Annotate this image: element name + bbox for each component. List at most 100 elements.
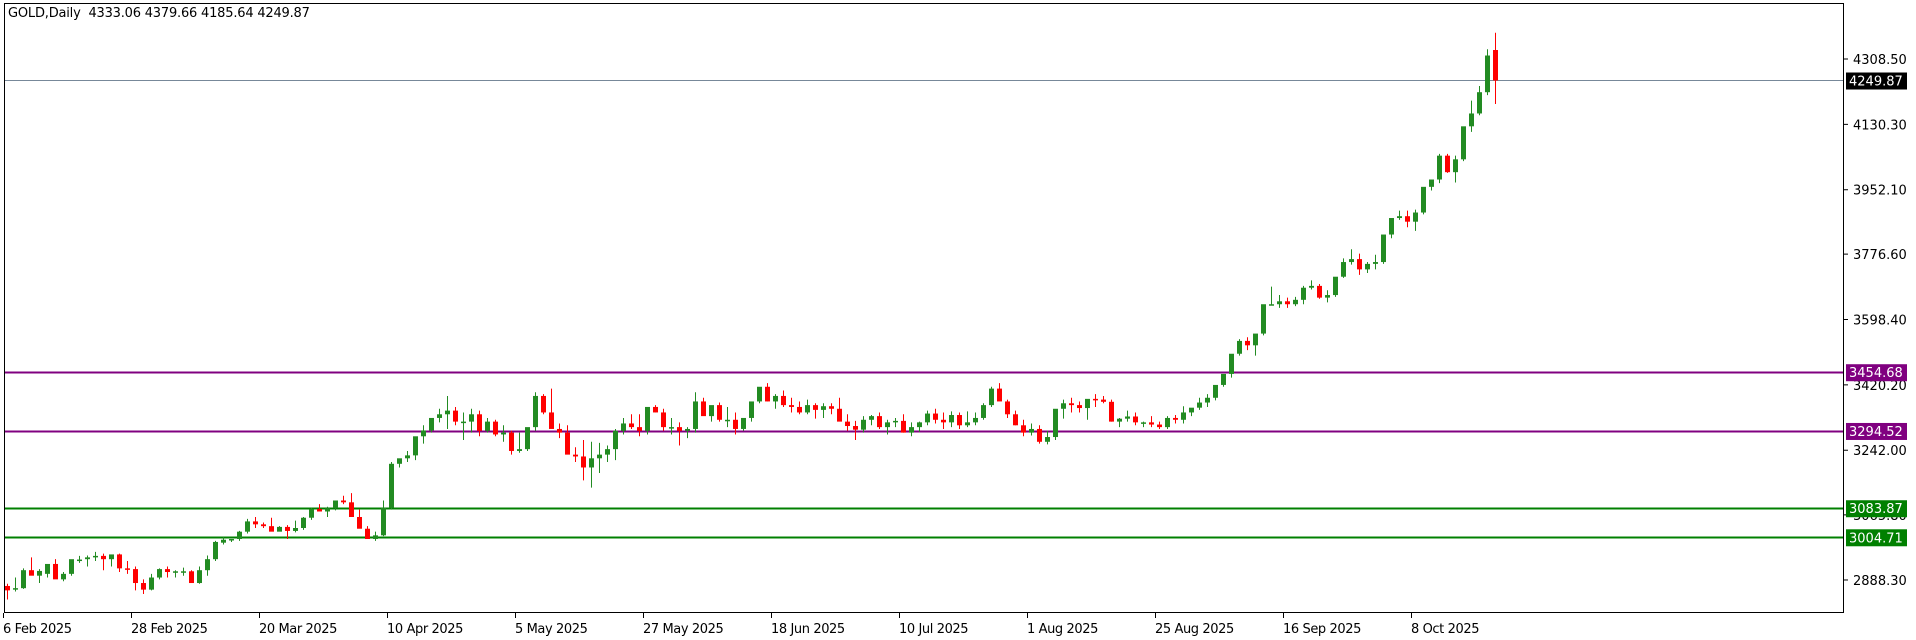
candle — [1301, 285, 1306, 305]
candle — [21, 568, 26, 589]
candle — [45, 563, 50, 578]
candle — [485, 417, 490, 433]
candle — [1037, 425, 1042, 444]
candle — [5, 583, 10, 600]
candle — [461, 412, 466, 440]
candle — [245, 518, 250, 534]
candle — [1309, 280, 1314, 290]
candle — [1445, 153, 1450, 173]
support-level-label: 3083.87 — [1846, 500, 1907, 517]
candle — [1341, 258, 1346, 278]
candle — [1245, 337, 1250, 351]
candle — [317, 504, 322, 512]
candle — [341, 495, 346, 505]
candle — [149, 573, 154, 591]
candle — [613, 428, 618, 461]
date-tick-label: 25 Aug 2025 — [1155, 622, 1234, 637]
candle — [173, 570, 178, 578]
candle — [973, 412, 978, 426]
candle — [309, 507, 314, 520]
candle — [1277, 295, 1282, 308]
candle — [893, 417, 898, 428]
candle — [469, 408, 474, 433]
candle — [1325, 290, 1330, 303]
candle — [1109, 399, 1114, 422]
candle — [213, 540, 218, 562]
candle — [1149, 416, 1154, 428]
candle — [277, 526, 282, 532]
candles — [5, 32, 1498, 600]
candle — [141, 579, 146, 595]
price-axis[interactable]: 4308.50 4130.30 3952.10 3776.60 3598.40 3420.… — [1843, 3, 1907, 613]
candle — [1133, 412, 1138, 426]
candle — [301, 516, 306, 530]
date-tick-label: 16 Sep 2025 — [1283, 622, 1361, 637]
candle — [765, 383, 770, 402]
svg-text:3004.71: 3004.71 — [1849, 531, 1903, 546]
candle — [917, 421, 922, 432]
candle — [117, 553, 122, 573]
candle — [373, 531, 378, 541]
candle — [1077, 401, 1082, 413]
candle — [445, 395, 450, 429]
candle — [125, 561, 130, 574]
candle — [645, 406, 650, 435]
candle — [1053, 408, 1058, 440]
candle — [389, 461, 394, 510]
price-tick-label: 4308.50 — [1853, 53, 1907, 68]
candle — [685, 427, 690, 439]
candle — [1293, 296, 1298, 307]
candle — [221, 537, 226, 545]
candle — [989, 386, 994, 407]
svg-text:3454.68: 3454.68 — [1849, 366, 1903, 381]
date-tick-label: 27 May 2025 — [643, 622, 723, 637]
candle — [573, 447, 578, 462]
candle — [421, 425, 426, 444]
resistance-level-label: 3294.52 — [1846, 422, 1907, 440]
candle — [693, 392, 698, 433]
candle — [285, 525, 290, 540]
date-tick-label: 20 Mar 2025 — [259, 622, 337, 637]
svg-text:3294.52: 3294.52 — [1849, 425, 1903, 440]
candle — [621, 417, 626, 435]
candle — [165, 566, 170, 578]
candle — [197, 566, 202, 584]
candle — [629, 414, 634, 429]
candle — [749, 401, 754, 422]
candle — [821, 403, 826, 418]
candle — [797, 401, 802, 415]
price-tick-label: 4130.30 — [1853, 118, 1907, 133]
candle — [845, 414, 850, 431]
candle — [1485, 49, 1490, 96]
candle — [509, 430, 514, 455]
candle — [669, 417, 674, 435]
candle — [565, 425, 570, 455]
candle — [1229, 353, 1234, 378]
time-axis[interactable]: 6 Feb 2025 28 Feb 2025 20 Mar 2025 10 Apr 2… — [3, 612, 1844, 638]
price-tick-label: 3420.20 — [1853, 379, 1907, 394]
candle — [941, 412, 946, 429]
date-tick-label: 5 May 2025 — [515, 622, 588, 637]
candle — [1333, 276, 1338, 297]
candle — [1165, 416, 1170, 429]
candle — [1101, 395, 1106, 404]
candle — [189, 570, 194, 584]
candle — [957, 412, 962, 429]
candle — [293, 520, 298, 533]
price-tick-label: 3776.60 — [1853, 248, 1907, 263]
candle — [429, 417, 434, 433]
candle — [261, 522, 266, 529]
candle — [909, 422, 914, 437]
candle — [1389, 218, 1394, 239]
candle — [869, 415, 874, 426]
candle — [637, 414, 642, 437]
candle — [709, 405, 714, 422]
candle — [237, 530, 242, 541]
candle — [773, 394, 778, 409]
candle — [85, 555, 90, 567]
candle — [757, 386, 762, 404]
candle — [541, 394, 546, 415]
candle — [925, 410, 930, 426]
candle — [157, 568, 162, 580]
